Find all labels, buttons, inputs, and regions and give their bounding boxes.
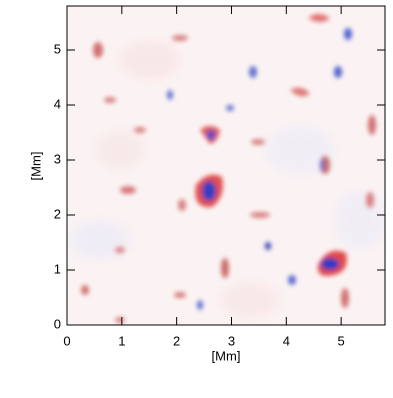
x-tick-label: 0 [63,333,70,348]
plot-frame [66,5,386,326]
y-tick-label: 2 [54,206,61,221]
x-tick-label: 2 [173,333,180,348]
y-tick-label: 1 [54,261,61,276]
y-tick-label: 5 [54,41,61,56]
x-tick-label: 5 [338,333,345,348]
x-axis-label: [Mm] [212,348,241,363]
x-tick-label: 3 [228,333,235,348]
field-image [67,6,385,325]
y-tick-label: 3 [54,151,61,166]
y-axis-label: [Mm] [28,152,43,181]
y-tick-label: 4 [54,96,61,111]
y-tick-label: 0 [54,316,61,331]
features [81,14,376,323]
x-tick-label: 1 [118,333,125,348]
x-tick-label: 4 [283,333,290,348]
